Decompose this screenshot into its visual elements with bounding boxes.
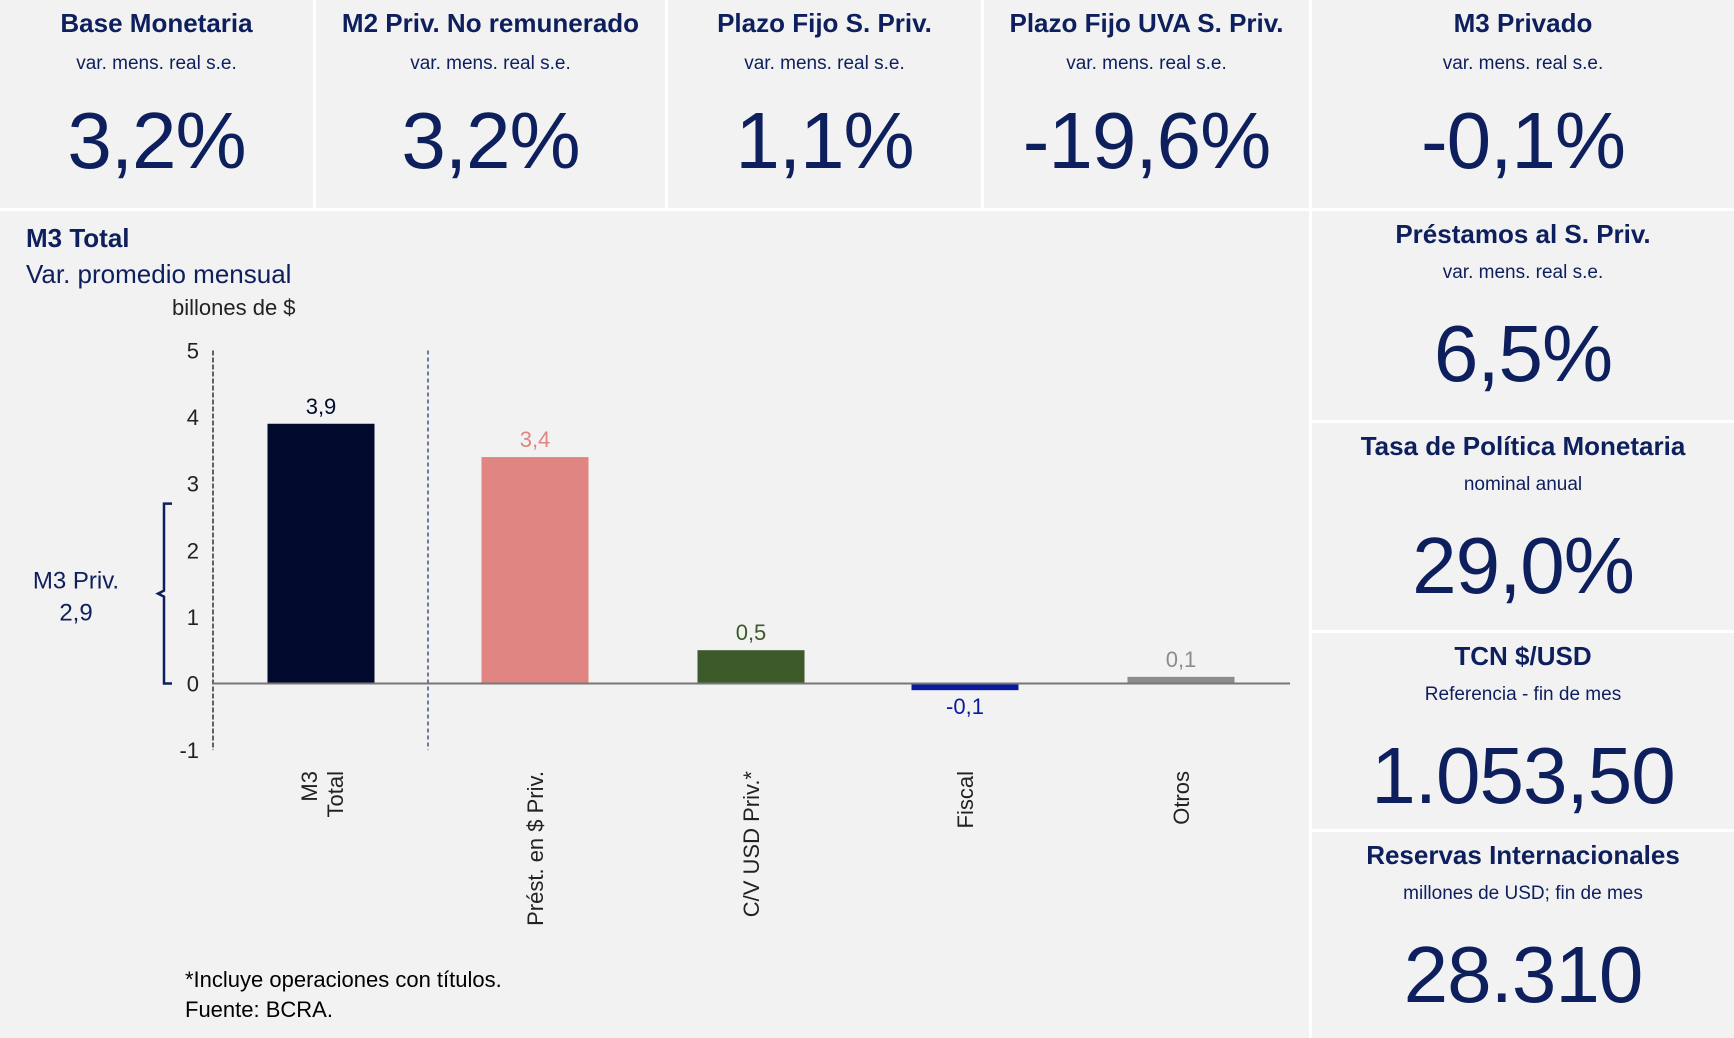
y-tick-label: 4 <box>187 405 199 430</box>
kpi-subtitle: var. mens. real s.e. <box>1066 53 1227 74</box>
kpi-value: 3,2% <box>401 96 580 185</box>
y-tick-label: 5 <box>187 339 199 364</box>
kpi-title: TCN $/USD <box>1454 641 1592 671</box>
y-tick-label: -1 <box>179 738 199 763</box>
kpi-title: M2 Priv. No remunerado <box>341 8 640 38</box>
x-tick-label: C/V USD Priv.* <box>739 771 764 918</box>
kpi-subtitle: millones de USD; fin de mes <box>1403 883 1643 904</box>
bar <box>911 683 1019 691</box>
kpi-card: M3 Privado var. mens. real s.e. -0,1% <box>1312 0 1734 208</box>
kpi-title: Plazo Fijo S. Priv. <box>717 8 932 38</box>
bracket <box>155 502 172 685</box>
kpi-subtitle: var. mens. real s.e. <box>76 53 237 74</box>
kpi-card: Tasa de Política Monetaria nominal anual 2… <box>1312 423 1734 630</box>
kpi-subtitle: var. mens. real s.e. <box>410 53 571 74</box>
data-label: -0,1 <box>946 694 984 719</box>
kpi-title: Préstamos al S. Priv. <box>1395 219 1651 249</box>
bracket-label: M3 Priv. <box>33 568 119 595</box>
x-tick-label: Fiscal <box>953 771 978 828</box>
kpi-value: 1.053,50 <box>1371 731 1675 820</box>
kpi-card: TCN $/USD Referencia - fin de mes 1.053,50 <box>1312 633 1734 829</box>
kpi-subtitle: var. mens. real s.e. <box>1442 53 1604 74</box>
bar <box>267 423 375 684</box>
bar <box>697 650 805 684</box>
kpi-title: Reservas Internacionales <box>1366 840 1680 870</box>
kpi-title: Base Monetaria <box>60 8 253 38</box>
kpi-value: -0,1% <box>1421 96 1626 185</box>
kpi-value: -19,6% <box>1022 96 1271 185</box>
bar <box>1127 676 1235 684</box>
source-text: Fuente: BCRA. <box>185 997 333 1022</box>
kpi-value: 28.310 <box>1403 930 1644 1019</box>
y-tick-label: 1 <box>187 605 199 630</box>
kpi-card: M2 Priv. No remunerado var. mens. real s.… <box>316 0 665 208</box>
bar <box>481 457 589 684</box>
kpi-card: Plazo Fijo S. Priv. var. mens. real s.e. 1… <box>668 0 981 208</box>
y-tick-label: 2 <box>187 538 199 563</box>
kpi-value: 1,1% <box>735 96 914 185</box>
chart-title: M3 Total <box>26 223 130 253</box>
bar-chart: billones de $ -1 0 1 2 3 4 5 3,9 M3Total 3,4 Prést.… <box>33 295 1290 926</box>
data-label: 0,1 <box>1166 647 1197 672</box>
kpi-title: Plazo Fijo UVA S. Priv. <box>1009 8 1284 38</box>
kpi-card: Reservas Internacionales millones de USD;… <box>1312 832 1734 1038</box>
chart-subtitle: Var. promedio mensual <box>26 259 292 289</box>
kpi-card: Base Monetaria var. mens. real s.e. 3,2% <box>0 0 313 208</box>
kpi-title: Tasa de Política Monetaria <box>1360 431 1686 461</box>
x-tick-label: Prést. en $ Priv. <box>523 771 548 926</box>
chart-panel: M3 Total Var. promedio mensual billones … <box>0 211 1309 1038</box>
x-tick-label: M3Total <box>297 771 348 817</box>
bracket-value: 2,9 <box>59 600 92 627</box>
kpi-subtitle: var. mens. real s.e. <box>744 53 905 74</box>
footnote-text: *Incluye operaciones con títulos. <box>185 967 502 992</box>
kpi-value: 29,0% <box>1412 521 1635 610</box>
kpi-card: Plazo Fijo UVA S. Priv. var. mens. real s… <box>984 0 1309 208</box>
kpi-subtitle: nominal anual <box>1463 474 1583 495</box>
kpi-title: M3 Privado <box>1453 8 1593 38</box>
data-label: 3,9 <box>306 394 337 419</box>
footnote: *Incluye operaciones con títulos. Fuente… <box>185 965 502 1025</box>
kpi-value: 3,2% <box>67 96 246 185</box>
y-tick-label: 3 <box>187 472 199 497</box>
y-axis-label: billones de $ <box>172 295 296 320</box>
kpi-card: Préstamos al S. Priv. var. mens. real s.e… <box>1312 211 1734 420</box>
data-label: 0,5 <box>736 620 767 645</box>
kpi-subtitle: var. mens. real s.e. <box>1442 262 1604 283</box>
kpi-subtitle: Referencia - fin de mes <box>1424 684 1622 705</box>
y-tick-label: 0 <box>187 672 199 697</box>
data-label: 3,4 <box>520 427 551 452</box>
kpi-value: 6,5% <box>1433 309 1613 398</box>
x-tick-label: Otros <box>1169 771 1194 825</box>
